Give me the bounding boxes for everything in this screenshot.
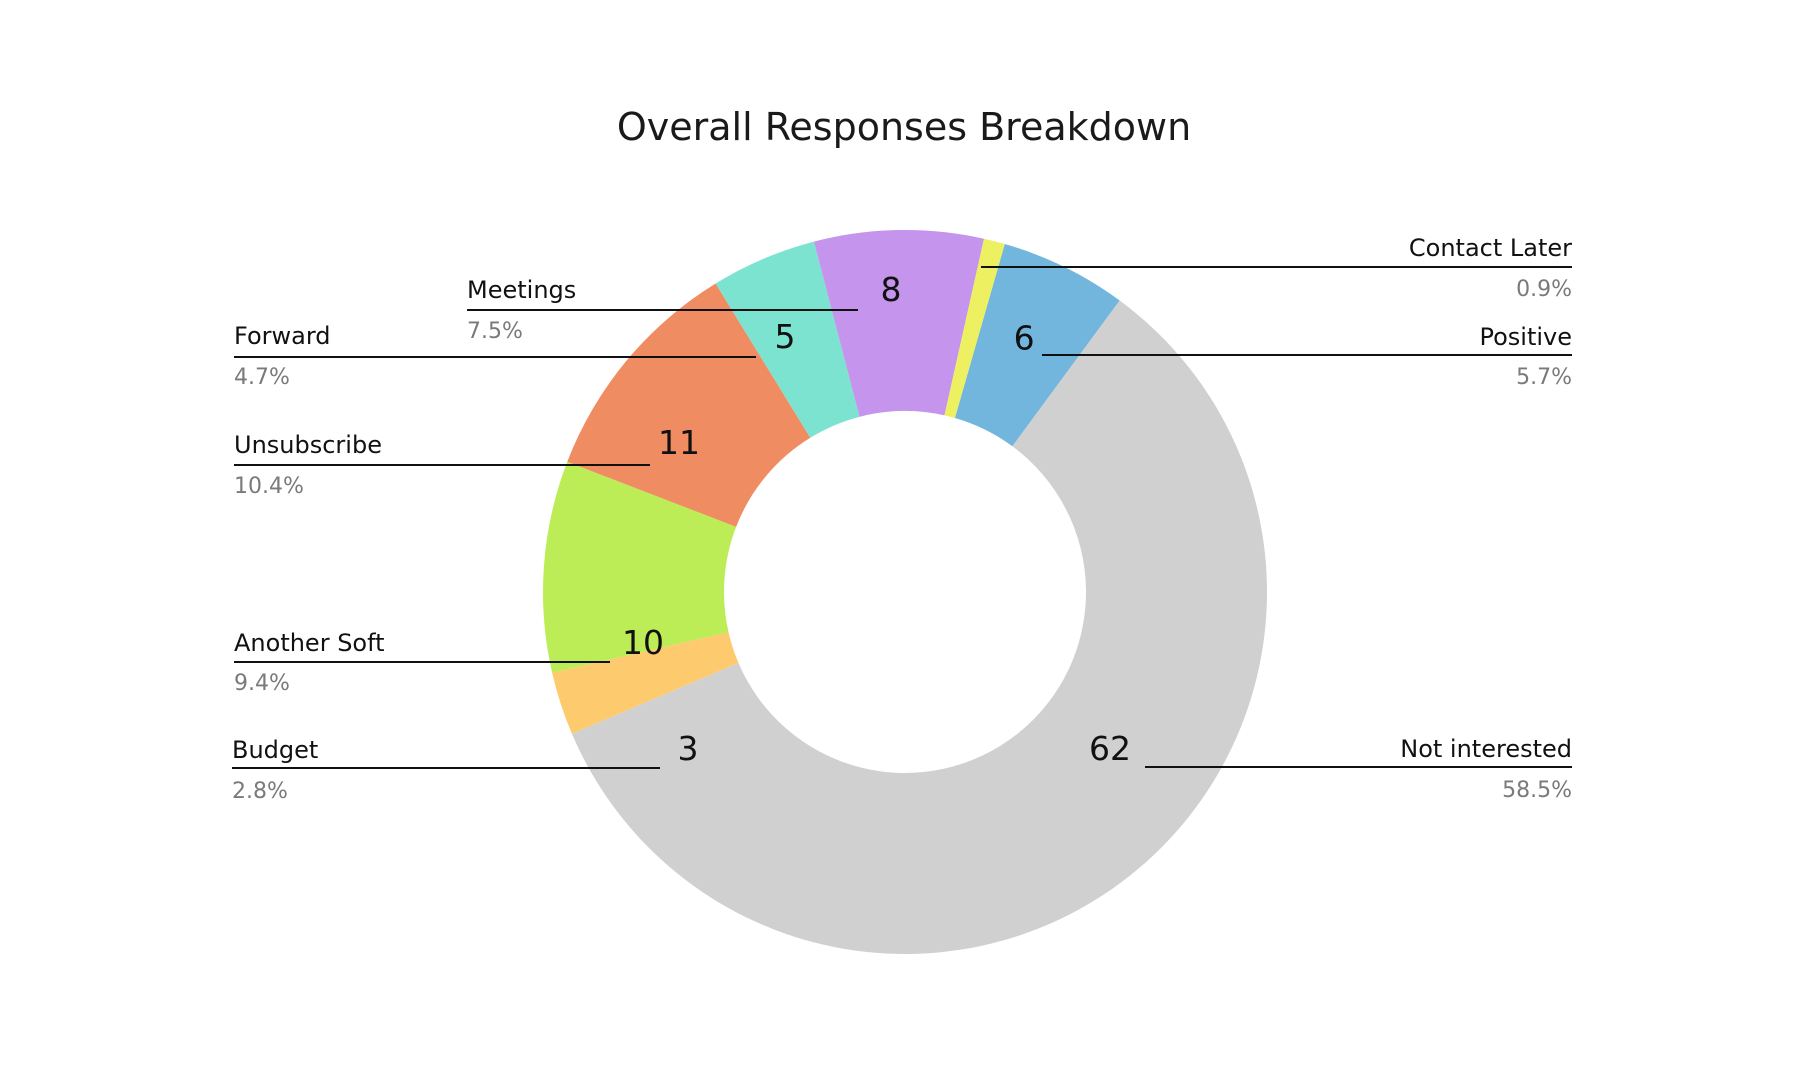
leader-lines: [232, 266, 1572, 769]
slice-positive: [954, 244, 1120, 447]
slice-value-positive: 6: [1014, 319, 1035, 358]
percent-label-not-interested: 58.5%: [1502, 778, 1572, 803]
category-label-meetings: Meetings: [467, 276, 576, 304]
slice-meetings: [813, 230, 984, 417]
percent-label-contact-later: 0.9%: [1516, 277, 1572, 302]
category-label-forward: Forward: [234, 322, 331, 350]
slice-value-not-interested: 62: [1089, 729, 1131, 768]
category-label-unsubscribe: Unsubscribe: [234, 431, 382, 459]
percent-label-another-soft: 9.4%: [234, 671, 290, 696]
category-label-another-soft: Another Soft: [234, 629, 385, 657]
category-label-budget: Budget: [232, 736, 318, 764]
category-label-not-interested: Not interested: [1400, 735, 1572, 763]
donut-slices: [543, 230, 1267, 954]
percent-label-positive: 5.7%: [1516, 365, 1572, 390]
percent-label-forward: 4.7%: [234, 365, 290, 390]
slice-forward: [715, 241, 860, 438]
slice-value-budget: 3: [678, 729, 699, 768]
category-label-positive: Positive: [1479, 323, 1572, 351]
slice-value-labels: 6 62 3 10 11 5 8: [622, 270, 1131, 768]
chart-title: Overall Responses Breakdown: [617, 105, 1191, 149]
category-label-contact-later: Contact Later: [1409, 234, 1572, 262]
slice-contact-later: [944, 238, 1005, 419]
slice-value-meetings: 8: [881, 270, 902, 309]
percent-label-unsubscribe: 10.4%: [234, 474, 304, 499]
category-annotations: Positive 5.7% Not interested 58.5% Budget 2.8…: [232, 234, 1572, 804]
slice-unsubscribe: [567, 283, 811, 527]
slice-budget: [552, 632, 739, 734]
slice-not-interested: [571, 300, 1267, 954]
slice-another-soft: [543, 461, 737, 673]
slice-value-another-soft: 10: [622, 623, 664, 662]
percent-label-meetings: 7.5%: [467, 319, 523, 344]
slice-value-forward: 5: [775, 317, 796, 356]
percent-label-budget: 2.8%: [232, 779, 288, 804]
slice-value-unsubscribe: 11: [658, 423, 700, 462]
